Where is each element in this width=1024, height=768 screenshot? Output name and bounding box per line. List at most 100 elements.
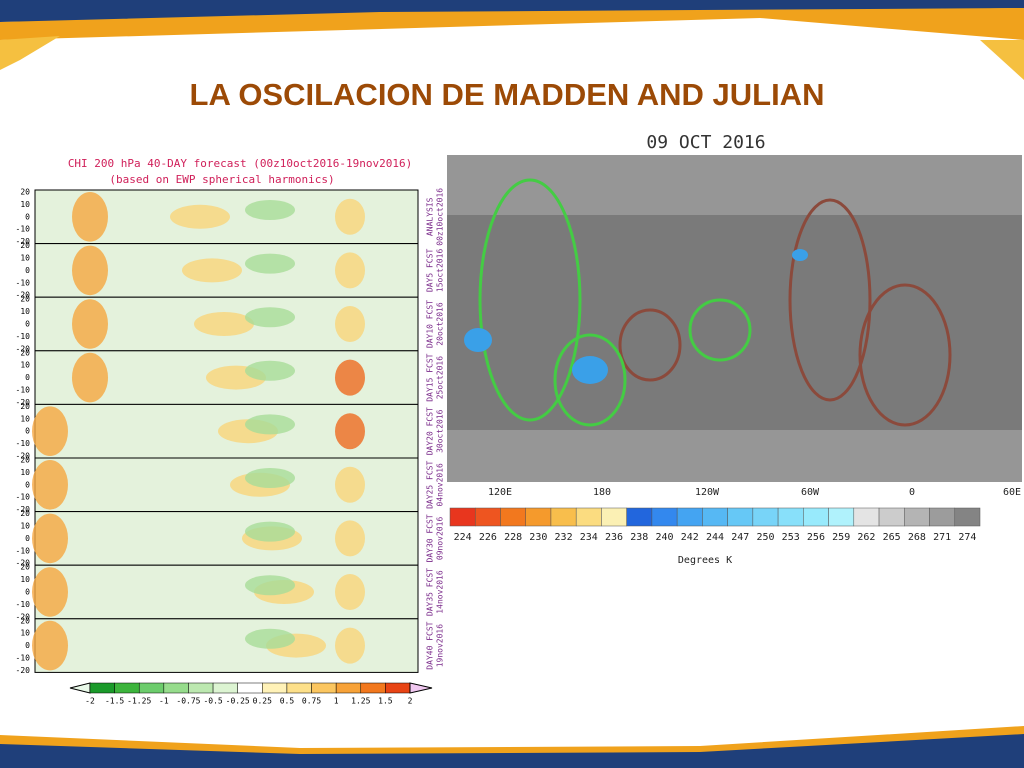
row-date: 04nov2016 xyxy=(436,463,445,507)
colorbar-swatch xyxy=(954,507,981,527)
contour xyxy=(788,198,872,402)
anomaly xyxy=(32,513,68,564)
anomaly xyxy=(245,628,295,649)
y-tick-label: 10 xyxy=(20,629,30,638)
colorbar-tick: 253 xyxy=(782,532,800,543)
colorbar-swatch xyxy=(114,682,140,694)
anomaly xyxy=(72,352,108,403)
y-tick-label: 0 xyxy=(25,373,30,382)
anomaly xyxy=(32,567,68,617)
x-tick-label: 120W xyxy=(695,487,720,498)
anomaly xyxy=(335,252,365,289)
colorbar-tick: 247 xyxy=(731,532,749,543)
contour xyxy=(553,333,627,427)
row-date: 30oct2016 xyxy=(436,409,445,453)
row-label: DAY15 FCST xyxy=(426,353,435,401)
colorbar-tick: 0.5 xyxy=(280,697,295,706)
colorbar-swatch xyxy=(878,507,905,527)
anomaly xyxy=(245,468,295,488)
colorbar-swatch xyxy=(777,507,804,527)
colorbar-swatch xyxy=(138,682,165,694)
y-tick-label: -10 xyxy=(16,600,31,609)
y-tick-label: 0 xyxy=(25,641,30,650)
colorbar-tick: 238 xyxy=(630,532,648,543)
y-tick-label: 10 xyxy=(20,200,30,209)
y-tick-label: -20 xyxy=(16,398,31,407)
colorbar-tick: -2 xyxy=(85,697,95,706)
corner xyxy=(0,36,60,70)
y-tick-label: 0 xyxy=(25,266,30,275)
colorbar-tick: 268 xyxy=(908,532,926,543)
colorbar-tick: 1 xyxy=(334,697,339,706)
cloud-band xyxy=(447,430,1022,482)
colorbar-swatch xyxy=(385,682,411,694)
anomaly xyxy=(245,360,295,381)
row-date: 25oct2016 xyxy=(436,356,445,400)
y-tick-label: -20 xyxy=(16,559,31,568)
anomaly xyxy=(335,574,365,610)
colorbar-tick: 230 xyxy=(529,532,547,543)
bottom-band-orange xyxy=(0,726,1024,754)
colorbar-swatch xyxy=(929,507,956,527)
anomaly xyxy=(170,204,230,229)
colorbar-tick: 250 xyxy=(756,532,774,543)
colorbar-tick: 228 xyxy=(504,532,522,543)
row-label: DAY5 FCST xyxy=(426,249,435,293)
x-tick-label: 60E xyxy=(1003,487,1021,498)
colorbar-tick: 240 xyxy=(655,532,673,543)
colorbar-tick: 265 xyxy=(883,532,901,543)
colorbar-swatch xyxy=(525,507,552,527)
colorbar-swatch xyxy=(212,682,238,694)
anomaly xyxy=(245,307,295,328)
colorbar-swatch xyxy=(601,507,627,527)
y-tick-label: -20 xyxy=(16,452,31,461)
y-tick-label: 10 xyxy=(20,307,30,316)
colorbar-swatch xyxy=(626,507,653,527)
row-label: DAY40 FCST xyxy=(426,621,435,669)
y-tick-label: -10 xyxy=(16,439,31,448)
colorbar-swatch xyxy=(335,682,362,694)
row-date: 20oct2016 xyxy=(436,302,445,346)
colorbar-tick: 232 xyxy=(555,532,573,543)
x-tick-label: 0 xyxy=(909,487,915,498)
row-label: ANALYSIS xyxy=(426,197,435,236)
colorbar-swatch xyxy=(676,507,703,527)
cloud-band xyxy=(447,155,1022,215)
anomaly xyxy=(72,192,108,242)
colorbar-tick: 2 xyxy=(408,697,413,706)
colorbar-end xyxy=(409,682,433,694)
y-tick-label: 20 xyxy=(20,241,30,250)
colorbar-end xyxy=(69,682,91,694)
colorbar-swatch xyxy=(500,507,526,527)
row-label: DAY20 FCST xyxy=(426,407,435,455)
anomaly xyxy=(335,306,365,342)
contour xyxy=(688,298,752,362)
colorbar-swatch xyxy=(904,507,930,527)
colorbar-tick: 234 xyxy=(580,532,598,543)
colorbar-swatch xyxy=(575,507,602,527)
y-tick-label: 10 xyxy=(20,575,30,584)
slide-title: LA OSCILACION DE MADDEN AND JULIAN xyxy=(190,77,825,112)
y-tick-label: 0 xyxy=(25,480,30,489)
anomaly xyxy=(335,520,365,557)
y-tick-label: 20 xyxy=(20,509,30,518)
colorbar-tick: 1.5 xyxy=(378,697,393,706)
colorbar-tick: -0.25 xyxy=(226,697,250,706)
colorbar-tick: -1.5 xyxy=(105,697,124,706)
contour xyxy=(478,178,582,422)
anomaly xyxy=(245,521,295,542)
colorbar-swatch xyxy=(727,507,754,527)
corner xyxy=(980,40,1024,80)
chi-forecast-panel: CHI 200 hPa 40-DAY forecast (00z10oct201… xyxy=(16,157,445,706)
convection xyxy=(464,328,492,352)
y-tick-label: 20 xyxy=(20,456,30,465)
contour xyxy=(858,283,952,427)
y-tick-label: -10 xyxy=(16,386,31,395)
colorbar-swatch xyxy=(449,507,476,527)
colorbar-tick: 271 xyxy=(933,532,951,543)
y-tick-label: -10 xyxy=(16,278,31,287)
colorbar-tick: 0.75 xyxy=(302,697,321,706)
y-tick-label: 0 xyxy=(25,212,30,221)
y-tick-label: -20 xyxy=(16,291,31,300)
row-label: DAY30 FCST xyxy=(426,514,435,562)
